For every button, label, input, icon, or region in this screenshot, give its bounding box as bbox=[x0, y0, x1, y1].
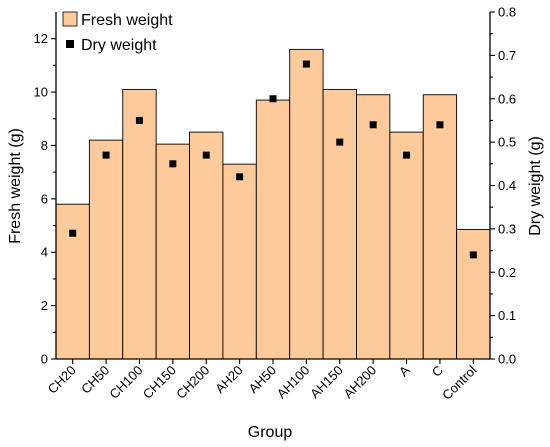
y-tick-label: 8 bbox=[41, 138, 48, 153]
y-tick-label: 0 bbox=[41, 352, 48, 367]
x-tick-label: AH20 bbox=[212, 363, 246, 397]
y2-tick-label: 0.8 bbox=[498, 5, 516, 20]
legend: Fresh weight Dry weight bbox=[62, 11, 173, 54]
y-tick-label: 4 bbox=[41, 245, 48, 260]
point-ch20 bbox=[69, 229, 77, 237]
point-a bbox=[403, 151, 411, 159]
bars-layer bbox=[55, 48, 491, 360]
bar-ah200 bbox=[356, 94, 391, 360]
legend-swatch-fresh bbox=[62, 11, 78, 27]
bar-c bbox=[422, 94, 458, 360]
x-tick-label: CH20 bbox=[45, 363, 79, 397]
bar-ch100 bbox=[122, 88, 157, 360]
bar-ah20 bbox=[222, 163, 257, 360]
point-ch50 bbox=[102, 151, 110, 159]
y-tick-label: 10 bbox=[34, 85, 48, 100]
point-control bbox=[469, 251, 477, 259]
y2-axis-title: Dry weight (g) bbox=[527, 136, 544, 236]
x-axis-title: Group bbox=[248, 424, 293, 441]
y-tick-label: 12 bbox=[34, 31, 48, 46]
bar-ah150 bbox=[322, 88, 357, 360]
y2-tick-label: 0.1 bbox=[498, 308, 516, 323]
y2-tick-label: 0.0 bbox=[498, 352, 516, 367]
point-ah150 bbox=[336, 138, 344, 146]
legend-label-fresh: Fresh weight bbox=[81, 12, 173, 29]
bar-control bbox=[456, 229, 491, 360]
x-tick-label: CH100 bbox=[106, 363, 145, 402]
point-ah50 bbox=[269, 95, 277, 103]
y2-tick-label: 0.2 bbox=[498, 265, 516, 280]
y-tick-label: 2 bbox=[41, 298, 48, 313]
x-tick-label: Control bbox=[439, 362, 479, 402]
point-ch150 bbox=[169, 160, 177, 168]
point-ch200 bbox=[202, 151, 210, 159]
bar-ah50 bbox=[255, 99, 291, 360]
bar-ch50 bbox=[88, 139, 124, 360]
x-tick-label: AH150 bbox=[307, 363, 346, 402]
point-c bbox=[436, 121, 444, 129]
points-layer bbox=[69, 60, 477, 259]
y2-tick-label: 0.4 bbox=[498, 178, 516, 193]
y-tick-label: 6 bbox=[41, 191, 48, 206]
x-tick-label: A bbox=[396, 362, 413, 379]
x-tick-label: C bbox=[429, 363, 446, 380]
x-tick-label: CH150 bbox=[140, 363, 179, 402]
y2-tick-label: 0.6 bbox=[498, 91, 516, 106]
point-ah100 bbox=[302, 60, 310, 68]
point-ah20 bbox=[236, 173, 244, 181]
x-tick-label: CH200 bbox=[173, 363, 212, 402]
bar-ch20 bbox=[55, 203, 90, 360]
bar-a bbox=[389, 131, 424, 360]
y2-tick-label: 0.7 bbox=[498, 48, 516, 63]
point-ah200 bbox=[369, 121, 377, 129]
bar-ah100 bbox=[289, 48, 324, 360]
y2-tick-label: 0.5 bbox=[498, 135, 516, 150]
legend-label-dry: Dry weight bbox=[81, 37, 157, 54]
bar-ch200 bbox=[189, 131, 224, 360]
y-axis-title: Fresh weight (g) bbox=[7, 128, 24, 244]
bar-ch150 bbox=[155, 143, 190, 360]
x-tick-label: AH200 bbox=[341, 363, 380, 402]
x-tick-label: AH100 bbox=[274, 363, 313, 402]
legend-marker-dry bbox=[66, 40, 74, 48]
y2-tick-label: 0.3 bbox=[498, 221, 516, 236]
point-ch100 bbox=[135, 116, 143, 124]
